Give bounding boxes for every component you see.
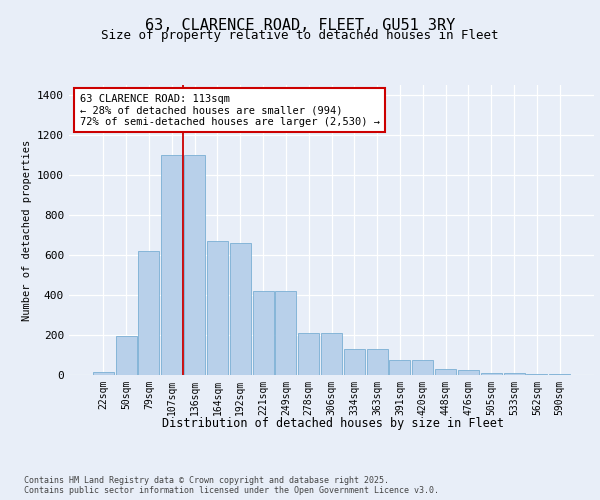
Bar <box>321 333 342 375</box>
Text: Distribution of detached houses by size in Fleet: Distribution of detached houses by size … <box>162 418 504 430</box>
Bar <box>435 369 456 375</box>
Bar <box>93 372 114 375</box>
Text: 63, CLARENCE ROAD, FLEET, GU51 3RY: 63, CLARENCE ROAD, FLEET, GU51 3RY <box>145 18 455 32</box>
Bar <box>481 373 502 375</box>
Bar <box>549 374 570 375</box>
Text: Size of property relative to detached houses in Fleet: Size of property relative to detached ho… <box>101 29 499 42</box>
Bar <box>275 291 296 375</box>
Bar <box>298 333 319 375</box>
Bar <box>526 374 547 375</box>
Bar <box>389 360 410 375</box>
Text: Contains HM Land Registry data © Crown copyright and database right 2025.
Contai: Contains HM Land Registry data © Crown c… <box>24 476 439 495</box>
Bar <box>367 349 388 375</box>
Bar <box>344 349 365 375</box>
Bar <box>230 243 251 375</box>
Bar <box>207 241 228 375</box>
Bar <box>412 360 433 375</box>
Bar <box>116 336 137 375</box>
Y-axis label: Number of detached properties: Number of detached properties <box>22 140 32 320</box>
Bar <box>184 155 205 375</box>
Bar <box>503 373 524 375</box>
Bar <box>161 155 182 375</box>
Bar <box>458 370 479 375</box>
Bar <box>139 251 160 375</box>
Text: 63 CLARENCE ROAD: 113sqm
← 28% of detached houses are smaller (994)
72% of semi-: 63 CLARENCE ROAD: 113sqm ← 28% of detach… <box>79 94 380 127</box>
Bar <box>253 291 274 375</box>
